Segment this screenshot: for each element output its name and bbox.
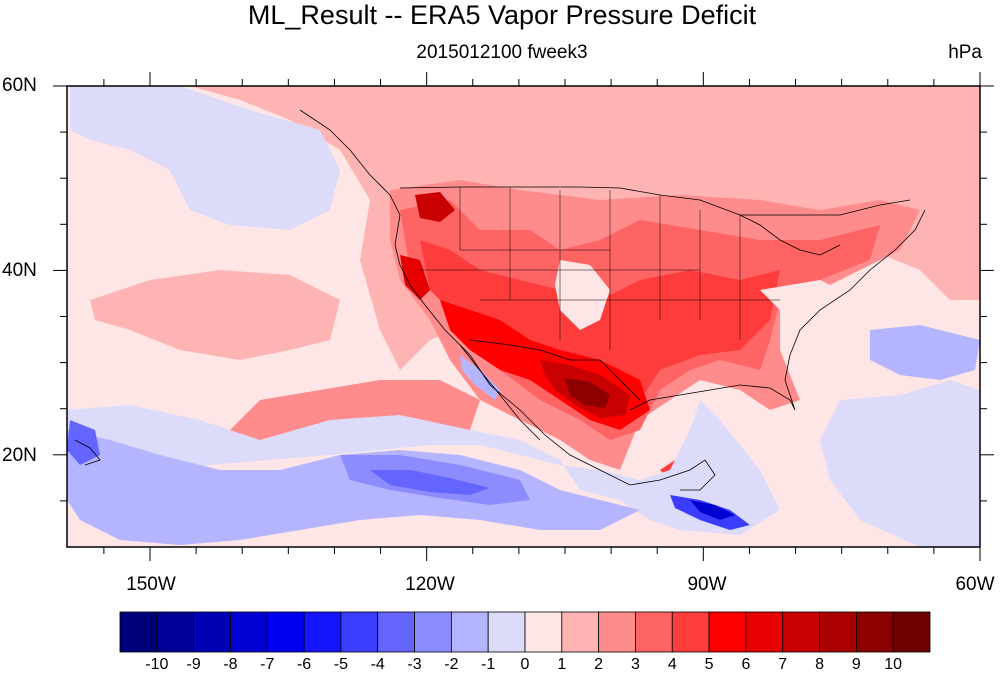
colorbar-swatch <box>487 611 526 653</box>
field-level-7-nw <box>415 192 455 222</box>
field-level-9-core <box>565 378 610 408</box>
colorbar-tick-label: -7 <box>260 656 275 673</box>
colorbar-tick-label: -2 <box>444 656 459 673</box>
colorbar-tick-label: -3 <box>407 656 422 673</box>
colorbar-swatch <box>414 611 452 653</box>
lon-label-150w: 150W <box>126 574 176 595</box>
us-canada-border <box>399 186 911 216</box>
colorbar-tick-label: -4 <box>370 656 385 673</box>
colorbar-tick-label: 6 <box>741 656 751 673</box>
colorbar-swatch <box>340 611 379 653</box>
lat-label-20: 20N <box>2 445 37 466</box>
colorbar-swatch <box>377 611 415 653</box>
coastline-west <box>299 109 661 486</box>
colorbar-swatch <box>561 611 600 653</box>
field-neg-1-north-pacific <box>70 86 340 230</box>
coastline-baja <box>459 344 541 441</box>
field-level-2-pacific <box>90 270 340 360</box>
field-neg-5-carib <box>690 500 735 520</box>
field-neg-1-baja <box>460 355 500 400</box>
colorbar-swatch <box>230 611 268 653</box>
colorbar-tick-label: 10 <box>884 656 903 673</box>
colorbar-swatch <box>303 611 342 653</box>
colorbar-swatch <box>119 611 158 653</box>
field-low-ne <box>760 280 860 320</box>
colorbar-tick-label: -6 <box>296 656 312 673</box>
field-level-2-canada-east <box>700 86 980 300</box>
lon-label-60w: 60W <box>955 574 995 595</box>
field-neg-2-south <box>67 430 640 545</box>
colorbar-tick-label: -1 <box>481 656 496 673</box>
colorbar <box>119 611 931 653</box>
coastline-east <box>789 209 926 356</box>
colorbar-swatch <box>156 611 195 653</box>
colorbar-tick-label: 4 <box>667 656 677 673</box>
colorbar-tick-label: 0 <box>520 656 530 673</box>
field-neg-3-hawaii <box>67 420 100 465</box>
colorbar-swatch <box>266 611 305 653</box>
lon-label-120w: 120W <box>405 574 455 595</box>
lon-label-90w: 90W <box>687 574 727 595</box>
colorbar-tick-label: 8 <box>815 656 824 673</box>
colorbar-swatch <box>635 611 673 653</box>
field-low-interior <box>555 260 610 330</box>
field-neg-3-atlantic <box>870 325 980 380</box>
coastline-yucatan <box>659 459 716 491</box>
colorbar-swatch <box>745 611 784 653</box>
colorbar-tick-label: -9 <box>186 656 201 673</box>
colorbar-tick-label: 3 <box>631 656 640 673</box>
colorbar-swatch <box>193 611 231 653</box>
colorbar-swatch <box>708 611 747 653</box>
field-neg-1-east-atl <box>820 380 980 547</box>
units-label: hPa <box>948 42 982 63</box>
coastline-layer <box>74 109 926 491</box>
colorbar-swatch <box>671 611 710 653</box>
map-title: ML_Result -- ERA5 Vapor Pressure Deficit <box>247 0 757 30</box>
field-neg-4-south <box>370 470 490 495</box>
colorbar-swatch <box>855 611 894 653</box>
colorbar-tick-label: 9 <box>851 656 861 673</box>
state-lines-1 <box>420 187 780 350</box>
colorbar-swatch <box>450 611 489 653</box>
colorbar-swatch <box>819 611 857 653</box>
colorbar-tick-label: 5 <box>704 656 714 673</box>
colorbar-tick-label: -10 <box>145 656 169 673</box>
coastline-gulf <box>629 354 796 411</box>
tick-layer <box>53 72 994 561</box>
colorbar-swatch <box>598 611 636 653</box>
hawaii-coast <box>74 439 101 466</box>
map-subtitle: 2015012100 fweek3 <box>416 42 588 63</box>
field-level-7-ca <box>400 255 430 300</box>
colorbar-swatch <box>782 611 820 653</box>
colorbar-tick-label: -8 <box>223 656 238 673</box>
lat-label-60: 60N <box>2 75 37 96</box>
colorbar-tick-label: 1 <box>557 656 567 673</box>
great-lakes <box>739 214 841 256</box>
colorbar-tick-label: 2 <box>594 656 604 673</box>
lat-label-40: 40N <box>2 260 37 281</box>
colorbar-swatch <box>524 611 563 653</box>
field-layer <box>67 86 980 547</box>
colorbar-swatch <box>892 611 931 653</box>
us-mexico-border <box>469 339 641 401</box>
colorbar-tick-label: 7 <box>778 656 788 673</box>
colorbar-tick-label: -5 <box>333 656 349 673</box>
